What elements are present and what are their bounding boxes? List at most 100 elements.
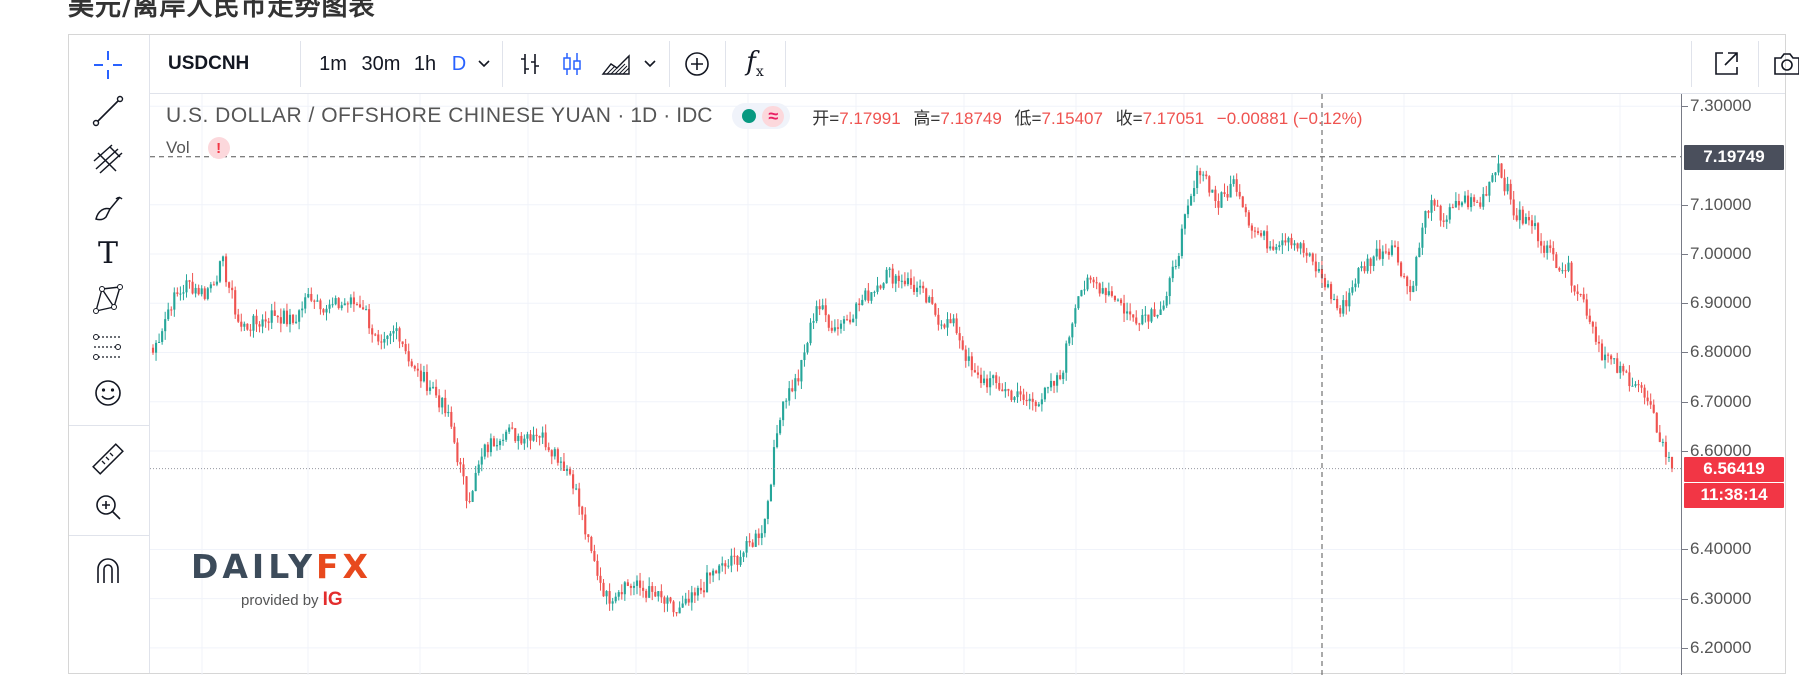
- provided-by-caption: provided by IG: [241, 589, 343, 611]
- candle-body: [946, 319, 949, 328]
- candle-body: [897, 275, 900, 282]
- zoom-in-tool[interactable]: [84, 485, 132, 529]
- chevron-down-icon: [644, 60, 656, 68]
- candle-body: [952, 318, 955, 324]
- candle-body: [523, 438, 526, 444]
- candle-body: [1107, 291, 1110, 296]
- candle-body: [514, 428, 517, 442]
- area-chart-button[interactable]: [596, 35, 636, 93]
- candle-body: [1253, 230, 1257, 232]
- candle-body: [480, 456, 483, 465]
- candle-body: [1607, 354, 1610, 356]
- candle-body: [1220, 192, 1223, 208]
- brush-tool[interactable]: [84, 185, 132, 229]
- interval-30m-button[interactable]: 30m: [361, 52, 401, 75]
- logo-main-text: DAILY: [191, 547, 316, 586]
- dailyfx-logo: DAILYFX: [191, 547, 372, 586]
- candle-body: [291, 314, 295, 323]
- snapshot-button[interactable]: [1764, 35, 1799, 93]
- candle-body: [1049, 380, 1053, 388]
- ruler-tool[interactable]: [84, 437, 132, 481]
- price-axis[interactable]: 7.30000 7.10000 7.00000 6.90000 6.80000 6.700…: [1681, 94, 1788, 675]
- candle-body: [1001, 389, 1004, 392]
- candle-body: [489, 438, 492, 453]
- candle-body: [1007, 389, 1010, 391]
- symbol-search-button[interactable]: USDCNH: [168, 53, 250, 74]
- market-open-dot-icon: [742, 109, 757, 123]
- candle-body: [1549, 245, 1552, 249]
- candle-chart-button[interactable]: [552, 35, 592, 93]
- candle-body: [1326, 284, 1330, 288]
- price-axis-label: 6.40000: [1690, 539, 1752, 559]
- crosshair-tool[interactable]: [84, 43, 132, 87]
- candle-body: [821, 305, 824, 310]
- candle-body: [468, 500, 471, 502]
- pitchfork-tool[interactable]: [84, 137, 132, 181]
- emoji-tool[interactable]: [84, 371, 132, 415]
- candle-body: [1177, 256, 1180, 267]
- candle-body: [1631, 385, 1634, 387]
- open-value: 7.17991: [839, 108, 901, 128]
- candle-body: [1381, 251, 1384, 259]
- candle-body: [748, 541, 751, 543]
- pattern-tool[interactable]: [84, 277, 132, 321]
- candle-body: [322, 309, 325, 313]
- text-tool[interactable]: T: [84, 231, 132, 275]
- fullscreen-button[interactable]: [1703, 35, 1749, 93]
- candle-body: [1104, 288, 1107, 296]
- indicators-button[interactable]: fx: [730, 35, 780, 93]
- candle-body: [1186, 205, 1190, 215]
- candle-body: [1183, 214, 1187, 229]
- interval-dropdown-button[interactable]: [472, 35, 496, 93]
- candle-body: [1430, 200, 1433, 213]
- candle-body: [1470, 197, 1473, 208]
- candle-body: [1138, 323, 1141, 325]
- candle-body: [614, 596, 617, 602]
- chart-type-dropdown-button[interactable]: [638, 35, 662, 93]
- candle-body: [358, 304, 362, 308]
- bar-chart-icon: [521, 54, 539, 74]
- volume-warning-icon[interactable]: !: [207, 137, 230, 159]
- compare-button[interactable]: [674, 35, 720, 93]
- candle-body: [270, 310, 273, 323]
- price-axis-label: 6.30000: [1690, 588, 1752, 608]
- candle-body: [1418, 247, 1421, 258]
- candle-body: [1576, 291, 1579, 295]
- candle-body: [855, 303, 858, 319]
- candle-body: [1235, 179, 1238, 192]
- interval-1h-button[interactable]: 1h: [413, 52, 437, 75]
- candle-body: [435, 386, 438, 396]
- magnet-tool[interactable]: [84, 547, 132, 591]
- market-status-pill[interactable]: ≈: [732, 103, 791, 129]
- candle-body: [1378, 248, 1381, 259]
- close-value: 7.17051: [1142, 108, 1205, 128]
- camera-icon: [1774, 53, 1799, 75]
- interval-1m-button[interactable]: 1m: [319, 52, 347, 75]
- candle-body: [648, 586, 651, 598]
- candle-body: [605, 591, 608, 597]
- interval-d-button[interactable]: D: [451, 52, 467, 75]
- candle-body: [182, 292, 185, 294]
- legend-interval: 1D: [630, 104, 658, 127]
- candle-body: [785, 400, 788, 402]
- candle-body: [599, 575, 602, 583]
- candle-body: [1363, 266, 1366, 272]
- bar-chart-button[interactable]: [510, 35, 550, 93]
- forecast-tool[interactable]: [84, 325, 132, 369]
- candle-body: [858, 303, 861, 306]
- candle-body: [1433, 200, 1436, 206]
- candle-body: [486, 444, 489, 453]
- candle-body: [1342, 300, 1345, 314]
- candle-body: [1132, 314, 1135, 318]
- candle-body: [894, 275, 897, 284]
- trend-line-tool[interactable]: [84, 89, 132, 133]
- candle-body: [1208, 176, 1211, 193]
- chart-pane[interactable]: [150, 94, 1681, 675]
- candle-body: [1022, 394, 1025, 400]
- candle-body: [1010, 390, 1013, 401]
- candle-body: [690, 592, 693, 603]
- candle-body: [1135, 317, 1138, 324]
- candle-body: [660, 591, 663, 598]
- candle-body: [970, 356, 973, 371]
- candle-body: [1473, 197, 1476, 202]
